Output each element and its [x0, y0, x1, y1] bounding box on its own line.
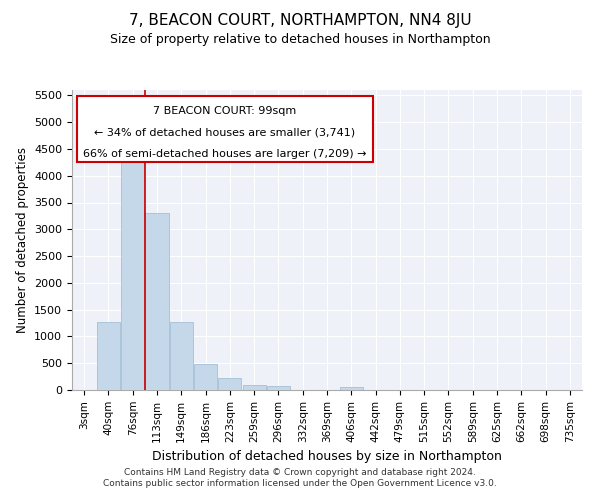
- Text: Contains HM Land Registry data © Crown copyright and database right 2024.
Contai: Contains HM Land Registry data © Crown c…: [103, 468, 497, 487]
- Text: Size of property relative to detached houses in Northampton: Size of property relative to detached ho…: [110, 32, 490, 46]
- Text: ← 34% of detached houses are smaller (3,741): ← 34% of detached houses are smaller (3,…: [94, 128, 356, 138]
- Bar: [242, 385, 266, 390]
- Bar: [97, 322, 120, 390]
- Y-axis label: Number of detached properties: Number of detached properties: [16, 147, 29, 333]
- X-axis label: Distribution of detached houses by size in Northampton: Distribution of detached houses by size …: [152, 450, 502, 463]
- Bar: [340, 388, 363, 390]
- FancyBboxPatch shape: [77, 96, 373, 162]
- Bar: [194, 364, 217, 390]
- Text: 7, BEACON COURT, NORTHAMPTON, NN4 8JU: 7, BEACON COURT, NORTHAMPTON, NN4 8JU: [128, 12, 472, 28]
- Text: 66% of semi-detached houses are larger (7,209) →: 66% of semi-detached houses are larger (…: [83, 148, 367, 158]
- Bar: [170, 322, 193, 390]
- Bar: [218, 378, 241, 390]
- Bar: [145, 213, 169, 390]
- Bar: [121, 157, 144, 390]
- Text: 7 BEACON COURT: 99sqm: 7 BEACON COURT: 99sqm: [154, 106, 296, 117]
- Bar: [267, 386, 290, 390]
